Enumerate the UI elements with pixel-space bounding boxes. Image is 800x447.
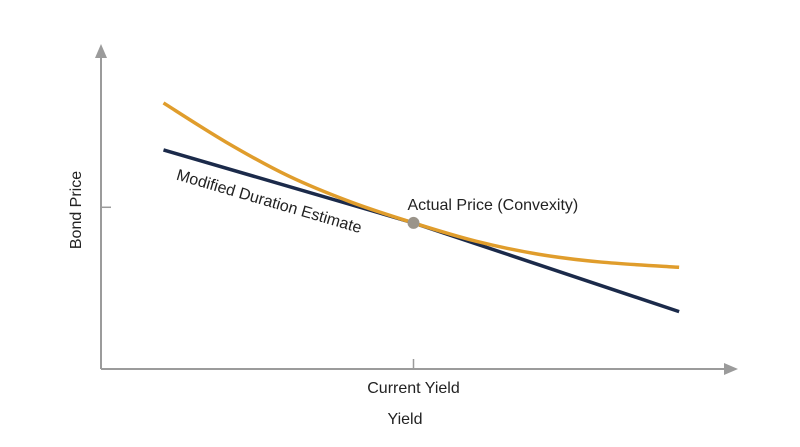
y-axis-arrow	[95, 44, 107, 58]
annotation-actual-price: Actual Price (Convexity)	[408, 197, 579, 214]
y-axis	[95, 44, 111, 369]
x-axis-arrow	[724, 363, 738, 375]
x-axis	[101, 359, 738, 375]
y-axis-label: Bond Price	[68, 171, 85, 249]
x-axis-label: Yield	[388, 411, 423, 428]
x-tick-label: Current Yield	[367, 380, 460, 397]
series-modified-duration-line	[163, 148, 680, 314]
current-yield-point	[407, 216, 420, 229]
annotation-modified-duration: Modified Duration Estimate	[174, 167, 363, 237]
